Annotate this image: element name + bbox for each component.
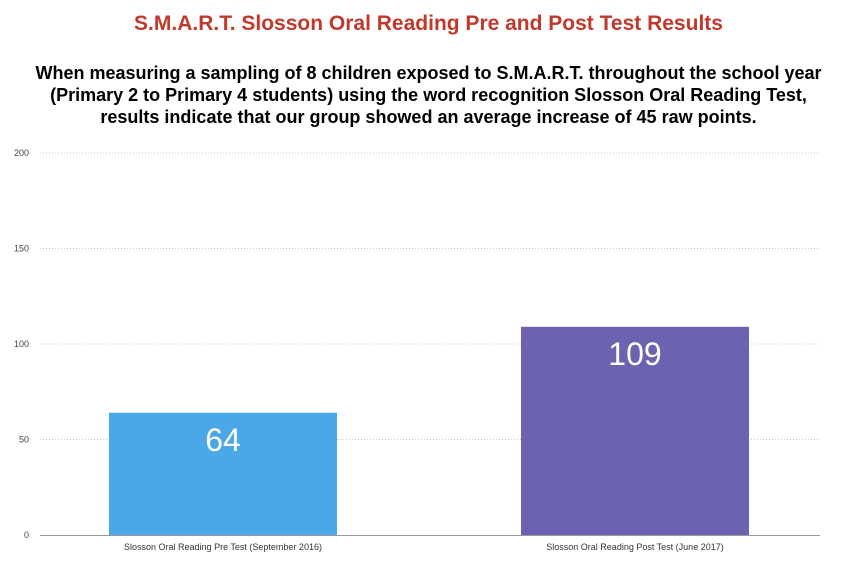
bars xyxy=(109,326,749,535)
chart-subtitle: When measuring a sampling of 8 children … xyxy=(35,63,822,127)
x-axis-categories: Slosson Oral Reading Pre Test (September… xyxy=(124,542,724,552)
data-label-2: 109 xyxy=(608,336,661,372)
bar-2 xyxy=(521,326,749,535)
y-tick-label-200: 200 xyxy=(14,148,29,158)
y-tick-label-100: 100 xyxy=(14,339,29,349)
y-tick-label-50: 50 xyxy=(19,435,29,445)
data-label-1: 64 xyxy=(205,422,241,458)
y-axis-ticks: 0 50 100 150 200 xyxy=(14,148,29,540)
category-label-2: Slosson Oral Reading Post Test (June 201… xyxy=(546,542,723,552)
data-labels: 64 109 xyxy=(205,336,661,458)
y-tick-label-0: 0 xyxy=(24,530,29,540)
y-tick-label-150: 150 xyxy=(14,244,29,254)
category-label-1: Slosson Oral Reading Pre Test (September… xyxy=(124,542,322,552)
chart-title: S.M.A.R.T. Slosson Oral Reading Pre and … xyxy=(134,12,723,35)
bar-1 xyxy=(109,412,337,535)
